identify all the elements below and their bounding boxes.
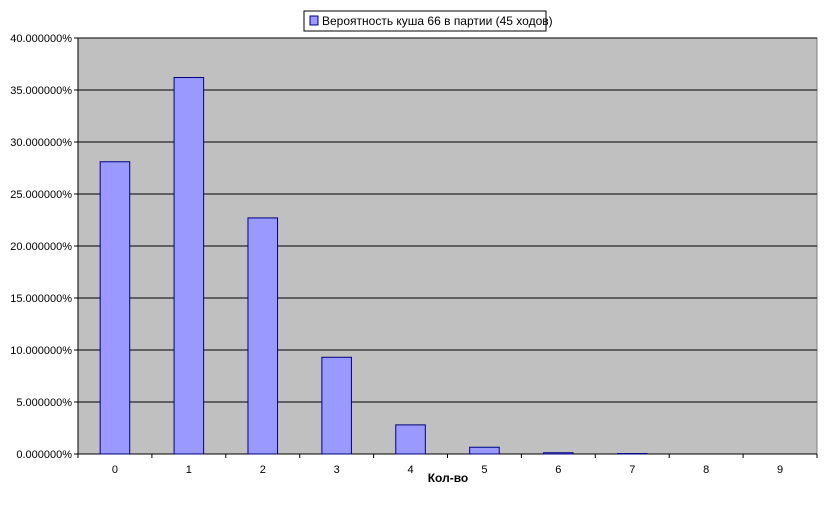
x-tick-label: 9 (777, 464, 783, 476)
bar (247, 217, 279, 455)
x-tick-label: 7 (629, 464, 635, 476)
legend: Вероятность куша 66 в партии (45 ходов) (303, 10, 553, 32)
bar (469, 446, 500, 455)
y-tick-label: 25.000000% (10, 189, 72, 201)
y-tick-label: 5.000000% (16, 397, 72, 409)
legend-box (303, 10, 547, 32)
y-tick-label: 10.000000% (10, 345, 72, 357)
bar (543, 452, 574, 455)
y-tick-label: 30.000000% (10, 137, 72, 149)
plot-area: 0.000000%5.000000%10.000000%15.000000%20… (10, 33, 818, 476)
y-tick-label: 20.000000% (10, 241, 72, 253)
legend-label: Вероятность куша 66 в партии (45 ходов) (322, 14, 553, 28)
bar (395, 424, 426, 455)
x-tick-label: 1 (186, 464, 192, 476)
y-tick-label: 0.000000% (16, 449, 72, 461)
bar (173, 77, 205, 455)
x-tick-label: 0 (112, 464, 118, 476)
x-tick-label: 8 (703, 464, 709, 476)
bar (321, 356, 352, 455)
x-tick-label: 6 (555, 464, 561, 476)
x-tick-label: 5 (481, 464, 487, 476)
x-axis-title: Кол-во (428, 471, 469, 485)
x-tick-label: 2 (260, 464, 266, 476)
legend-swatch (309, 15, 319, 26)
y-tick-label: 40.000000% (10, 33, 72, 45)
y-tick-label: 35.000000% (10, 85, 72, 97)
x-tick-label: 3 (334, 464, 340, 476)
bar (616, 453, 648, 455)
y-tick-label: 15.000000% (10, 293, 72, 305)
x-tick-label: 4 (407, 464, 413, 476)
bar (99, 161, 131, 455)
